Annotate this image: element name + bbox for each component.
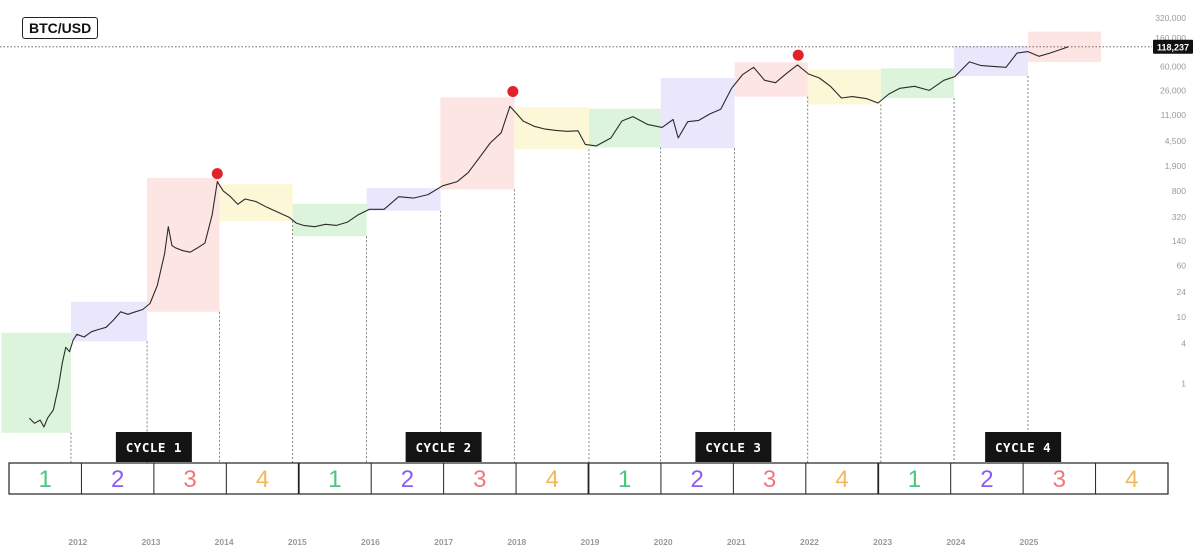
peak-marker [211, 168, 223, 180]
cycle-badge [985, 432, 1062, 462]
phase-zone-4 [807, 69, 881, 105]
y-tick-label: 26,000 [1160, 85, 1186, 95]
phase-cell-label: 3 [1053, 466, 1066, 493]
phase-zone-1 [292, 203, 367, 237]
x-tick-label: 2023 [873, 537, 892, 547]
phase-cell-label: 1 [328, 466, 341, 493]
phase-cell-label: 2 [401, 466, 414, 493]
phase-cell-label: 2 [111, 466, 124, 493]
peak-marker [507, 85, 519, 97]
phase-cell-label: 1 [39, 466, 52, 493]
phase-zone-2 [660, 78, 735, 149]
x-tick-label: 2018 [507, 537, 526, 547]
phase-cell-label: 3 [183, 466, 196, 493]
x-tick-label: 2025 [1019, 537, 1038, 547]
y-tick-label: 320 [1172, 212, 1186, 222]
y-tick-label: 60,000 [1160, 61, 1186, 71]
x-tick-label: 2014 [215, 537, 234, 547]
phase-cell-label: 3 [763, 466, 776, 493]
x-tick-label: 2016 [361, 537, 380, 547]
y-tick-label: 10 [1177, 312, 1187, 322]
ticker-badge: BTC/USD [22, 17, 99, 39]
x-tick-label: 2013 [142, 537, 161, 547]
y-tick-label: 60 [1177, 260, 1187, 270]
y-tick-label: 4 [1181, 338, 1186, 348]
phase-cell-label: 4 [835, 466, 848, 493]
phase-zone-4 [219, 184, 293, 222]
x-tick-label: 2020 [654, 537, 673, 547]
x-tick-label: 2024 [946, 537, 965, 547]
phase-zone-1 [880, 68, 955, 99]
phase-cell-label: 4 [546, 466, 559, 493]
phase-zone-2 [954, 46, 1028, 76]
price-badge-label: 118,237 [1157, 42, 1189, 52]
cycle-badge [405, 432, 482, 462]
phase-zone-1 [1, 332, 71, 433]
cycle-badge [695, 432, 772, 462]
phase-cell-label: 2 [690, 466, 703, 493]
x-tick-label: 2019 [581, 537, 600, 547]
phase-zone-2 [366, 188, 441, 211]
cycle-badge-label: CYCLE 1 [126, 440, 182, 455]
cycle-badge-label: CYCLE 3 [705, 440, 761, 455]
y-tick-label: 800 [1172, 186, 1186, 196]
phase-cell-label: 3 [473, 466, 486, 493]
cycle-badge [115, 432, 192, 462]
phase-zone-2 [70, 301, 148, 342]
y-tick-label: 320,000 [1155, 13, 1186, 23]
y-tick-label: 160,000 [1155, 33, 1186, 43]
y-tick-label: 24 [1177, 287, 1187, 297]
y-tick-label: 140 [1172, 236, 1186, 246]
phase-zone-3 [440, 97, 515, 190]
x-tick-label: 2012 [68, 537, 87, 547]
x-tick-label: 2017 [434, 537, 453, 547]
phase-cell-label: 4 [1125, 466, 1138, 493]
phase-zone-3 [734, 62, 808, 97]
cycle-badge-label: CYCLE 4 [995, 440, 1051, 455]
x-tick-label: 2015 [288, 537, 307, 547]
x-tick-label: 2022 [800, 537, 819, 547]
y-tick-label: 4,500 [1165, 136, 1187, 146]
phase-cell-label: 1 [908, 466, 921, 493]
y-tick-label: 11,000 [1161, 110, 1187, 120]
price-badge [1153, 39, 1193, 54]
y-tick-label: 1 [1181, 378, 1186, 388]
phase-cell-label: 2 [980, 466, 993, 493]
peak-marker [792, 49, 804, 61]
phase-cell-label: 4 [256, 466, 269, 493]
phase-cell-label: 1 [618, 466, 631, 493]
cycle-badge-label: CYCLE 2 [416, 440, 472, 455]
phase-zone-1 [588, 108, 661, 148]
price-series-line [28, 46, 1069, 428]
phase-zone-3 [147, 177, 220, 312]
y-tick-label: 1,900 [1165, 161, 1187, 171]
x-tick-label: 2021 [727, 537, 746, 547]
phase-zone-4 [514, 107, 589, 150]
